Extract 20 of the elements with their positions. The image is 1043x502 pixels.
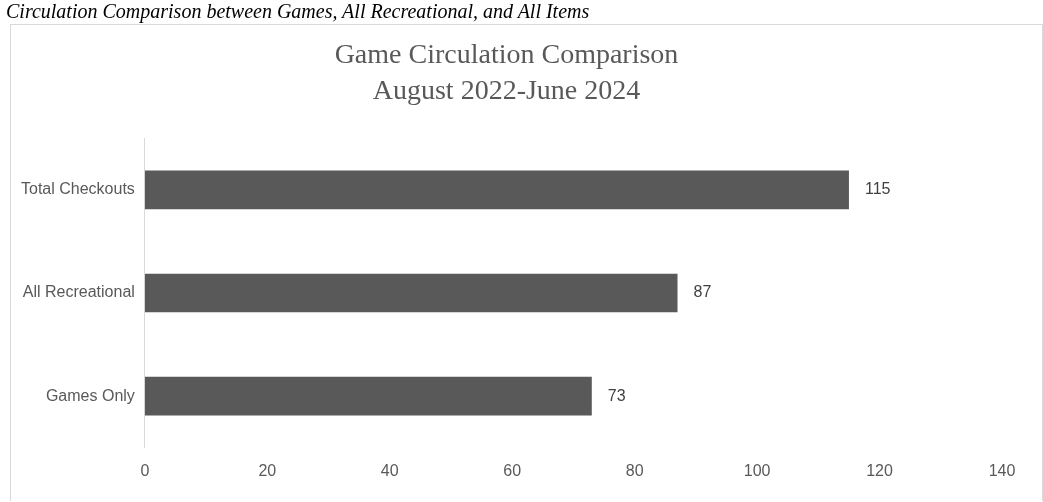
x-tick-label: 100 <box>743 461 771 479</box>
y-tick-label: Total Checkouts <box>20 180 135 198</box>
x-tick-label: 40 <box>380 461 399 479</box>
x-tick-label: 20 <box>258 461 277 479</box>
data-label: 73 <box>607 386 626 404</box>
x-tick-label: 0 <box>140 461 150 479</box>
y-tick-label: Games Only <box>45 386 135 404</box>
bar <box>144 170 849 210</box>
x-tick-label: 120 <box>866 461 893 479</box>
x-tick-label: 80 <box>625 461 644 479</box>
bar <box>144 273 678 313</box>
data-label: 87 <box>693 283 712 301</box>
chart-subtitle: August 2022-June 2024 <box>372 73 641 105</box>
y-tick-label: All Recreational <box>22 283 135 301</box>
data-label: 115 <box>864 180 891 198</box>
text: Circulation Comparison between Games, All Recreational, and All Items <box>5 0 591 22</box>
x-tick-label: 60 <box>503 461 522 479</box>
x-tick-label: 140 <box>988 461 1016 479</box>
bar <box>144 376 592 416</box>
chart-title: Game Circulation Comparison <box>334 38 679 70</box>
